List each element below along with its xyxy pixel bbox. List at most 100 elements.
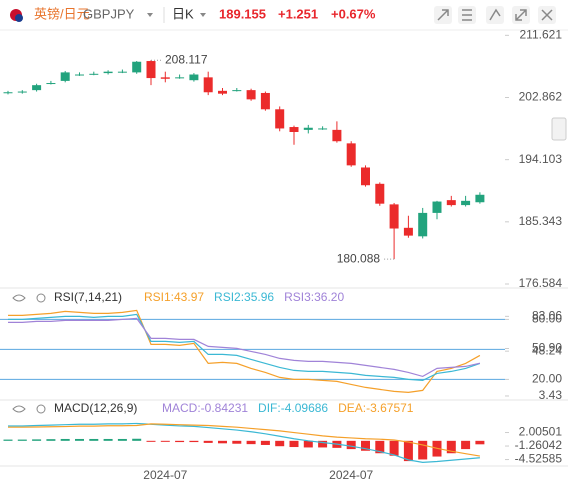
y-tick-label: 176.584 — [519, 276, 563, 290]
macd-bar — [103, 438, 113, 441]
candle-body — [332, 129, 342, 142]
candle-body — [203, 77, 213, 93]
macd-bar — [189, 440, 199, 443]
legend-entry: MACD:-0.84231 — [162, 401, 248, 415]
change-pct: +0.67% — [331, 6, 376, 21]
x-tick-label: 2024-07 — [143, 468, 187, 482]
macd-bar — [203, 440, 213, 443]
macd-bar — [246, 440, 256, 445]
y-tick-label: 48.24 — [532, 343, 562, 357]
candle-body — [361, 167, 370, 186]
legend-entry: DEA:-3.67571 — [338, 401, 414, 415]
expand-icon[interactable] — [515, 9, 527, 21]
legend-entry: RSI1:43.97 — [144, 290, 204, 304]
price: 189.155 — [219, 6, 266, 21]
candle-body — [275, 109, 285, 129]
candle-body — [46, 83, 56, 85]
macd-bar — [160, 440, 170, 442]
rsi-line — [8, 313, 481, 382]
rsi-title: RSI(7,14,21) — [54, 290, 122, 304]
candle-body — [475, 194, 485, 203]
candle-body — [446, 200, 456, 206]
settings-icon[interactable] — [36, 293, 46, 303]
candle-body — [375, 183, 385, 204]
y-tick-label: -4.52585 — [515, 452, 563, 466]
macd-bar — [32, 439, 42, 441]
y-tick-label: 2.00501 — [519, 425, 563, 439]
y-tick-label: 20.00 — [532, 372, 562, 386]
macd-bar — [418, 440, 428, 460]
candle-body — [60, 72, 70, 81]
y-tick-label: 83.06 — [532, 309, 562, 323]
macd-bar — [303, 440, 313, 448]
candle-body — [432, 201, 442, 213]
candle-body — [89, 73, 99, 75]
candle-body — [117, 71, 127, 73]
macd-bar — [3, 439, 13, 441]
rsi-line — [8, 309, 481, 394]
y-tick-label: 194.103 — [519, 152, 563, 166]
candle-body — [132, 61, 142, 73]
macd-bar — [461, 440, 471, 450]
macd-bar — [89, 438, 99, 441]
settings-icon[interactable] — [36, 404, 46, 414]
macd-bar — [46, 439, 56, 441]
candle-body — [403, 227, 413, 236]
dropdown-arrow[interactable] — [200, 13, 206, 17]
change: +1.251 — [278, 6, 318, 21]
macd-bar — [260, 440, 270, 445]
macd-bar — [275, 440, 285, 447]
side-button[interactable] — [551, 117, 567, 141]
macd-bar — [132, 438, 142, 441]
macd-line — [8, 423, 480, 457]
macd-bar — [232, 440, 242, 444]
macd-bar — [475, 440, 485, 445]
toolbar — [434, 6, 556, 24]
candle-body — [418, 212, 428, 237]
symbol[interactable]: GBPJPY — [83, 6, 135, 21]
macd-bar — [175, 440, 185, 443]
annotation: 208.117 — [165, 52, 208, 66]
eye-icon[interactable] — [12, 294, 26, 302]
legend-entry: DIF:-4.09686 — [258, 401, 328, 415]
candle-body — [246, 90, 256, 100]
macd-bar — [60, 438, 70, 441]
close-icon[interactable] — [541, 9, 553, 21]
period[interactable]: 日K — [172, 6, 194, 21]
annotation: 180.088 — [337, 251, 381, 265]
brush-icon[interactable] — [489, 8, 501, 21]
macd-bar — [17, 439, 27, 441]
x-tick-label: 2024-07 — [329, 468, 373, 482]
macd-bar — [403, 440, 413, 462]
flag-icon — [15, 14, 23, 22]
indicator-icon[interactable] — [462, 9, 472, 21]
macd-bar — [389, 440, 399, 456]
candle-body — [461, 200, 471, 206]
eye-icon[interactable] — [12, 405, 26, 413]
tool-button[interactable] — [486, 6, 504, 24]
dropdown-arrow[interactable] — [147, 13, 153, 17]
candle-body — [303, 127, 313, 130]
candle-body — [175, 77, 185, 79]
y-tick-label: 211.621 — [520, 28, 563, 42]
macd-bar — [375, 440, 385, 454]
candle-body — [146, 61, 156, 79]
candle-body — [260, 92, 270, 110]
draw-icon[interactable] — [437, 9, 449, 21]
macd-bar — [146, 440, 156, 442]
candle-body — [160, 77, 170, 79]
macd-bar — [346, 440, 356, 450]
macd-title: MACD(12,26,9) — [54, 401, 137, 415]
candle-body — [3, 92, 13, 94]
instrument-name[interactable]: 英镑/日元 — [34, 6, 90, 21]
macd-line — [8, 422, 480, 463]
panel-icons — [12, 293, 46, 414]
candle-body — [75, 74, 84, 76]
macd-bar — [117, 438, 127, 441]
macd-bar — [75, 438, 84, 441]
candle-body — [32, 85, 42, 91]
candle-body — [218, 90, 227, 94]
